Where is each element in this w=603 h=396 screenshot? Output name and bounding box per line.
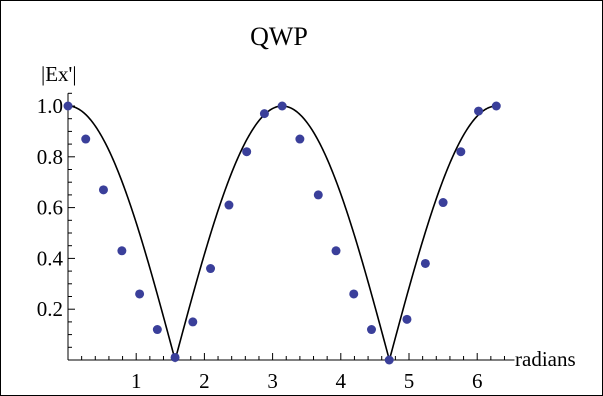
data-point bbox=[81, 134, 91, 144]
data-point bbox=[384, 355, 394, 365]
data-point bbox=[135, 289, 145, 299]
data-point bbox=[349, 289, 359, 299]
x-tick-label: 6 bbox=[472, 369, 483, 393]
data-point bbox=[474, 106, 484, 116]
axes: 1 2 3 4 5 6 0.2 0.4 0.6 0.8 1.0 bbox=[37, 92, 515, 393]
x-tick-label: 2 bbox=[199, 369, 210, 393]
data-point bbox=[438, 198, 448, 208]
data-point bbox=[242, 147, 252, 157]
x-tick-label: 3 bbox=[267, 369, 278, 393]
data-point bbox=[98, 185, 108, 195]
data-point bbox=[456, 147, 466, 157]
data-point bbox=[188, 317, 198, 327]
x-tick-label: 4 bbox=[336, 369, 347, 393]
y-tick-label: 0.2 bbox=[37, 297, 63, 321]
data-point bbox=[63, 101, 73, 111]
data-point bbox=[277, 101, 287, 111]
data-point bbox=[491, 101, 501, 111]
chart-title: QWP bbox=[250, 22, 308, 51]
data-point bbox=[259, 109, 269, 119]
data-point bbox=[313, 190, 323, 200]
data-point bbox=[117, 246, 127, 256]
data-point bbox=[170, 352, 180, 362]
x-tick-label: 5 bbox=[404, 369, 415, 393]
y-tick-label: 0.8 bbox=[37, 145, 63, 169]
data-point bbox=[295, 134, 305, 144]
y-tick-label: 0.4 bbox=[37, 246, 64, 270]
data-point bbox=[331, 246, 341, 256]
data-points bbox=[63, 101, 501, 365]
data-point bbox=[224, 200, 234, 210]
y-tick-label: 1.0 bbox=[37, 94, 63, 118]
data-point bbox=[366, 325, 376, 335]
data-point bbox=[402, 314, 412, 324]
x-axis-label: radians bbox=[515, 347, 576, 371]
x-tick-label: 1 bbox=[131, 369, 142, 393]
data-point bbox=[420, 258, 430, 268]
data-point bbox=[152, 325, 162, 335]
fit-curve bbox=[67, 105, 497, 363]
y-axis-label: |Ex'| bbox=[41, 62, 77, 86]
data-point bbox=[206, 264, 216, 274]
y-tick-label: 0.6 bbox=[37, 196, 63, 220]
